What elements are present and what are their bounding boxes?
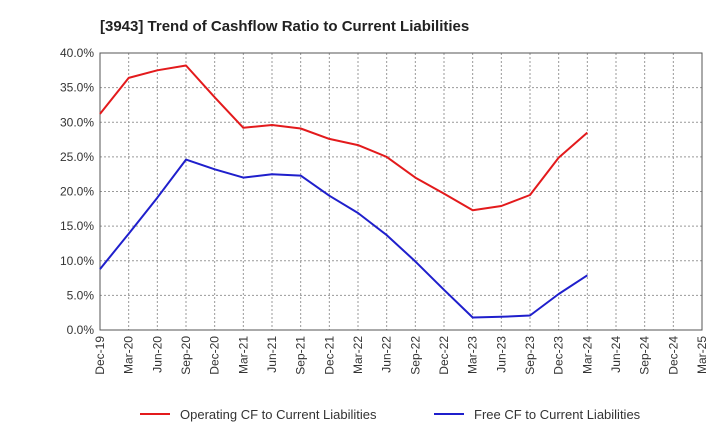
x-tick-label: Sep-22 bbox=[408, 336, 422, 375]
legend: Operating CF to Current Liabilities Free … bbox=[140, 407, 641, 422]
x-tick-label: Jun-22 bbox=[380, 336, 394, 373]
series-lines bbox=[99, 64, 588, 319]
x-tick-label: Sep-21 bbox=[294, 336, 308, 375]
series-line-1 bbox=[99, 64, 588, 212]
x-tick-label: Sep-20 bbox=[179, 336, 193, 375]
y-tick-label: 5.0% bbox=[67, 288, 95, 302]
legend-label-1: Operating CF to Current Liabilities bbox=[180, 407, 377, 422]
y-tick-label: 30.0% bbox=[60, 115, 94, 129]
x-tick-label: Mar-23 bbox=[466, 336, 480, 374]
x-tick-label: Sep-23 bbox=[523, 336, 537, 375]
x-tick-label: Mar-25 bbox=[695, 336, 709, 374]
x-tick-label: Dec-19 bbox=[93, 336, 107, 375]
grid bbox=[99, 52, 703, 331]
y-tick-label: 35.0% bbox=[60, 81, 94, 95]
x-tick-label: Jun-24 bbox=[609, 336, 623, 373]
x-tick-label: Dec-22 bbox=[437, 336, 451, 375]
x-tick-label: Mar-21 bbox=[236, 336, 250, 374]
series-line-2 bbox=[99, 158, 588, 319]
y-tick-label: 25.0% bbox=[60, 150, 94, 164]
x-tick-label: Mar-20 bbox=[122, 336, 136, 374]
y-tick-label: 10.0% bbox=[60, 254, 94, 268]
y-tick-label: 40.0% bbox=[60, 46, 94, 60]
x-tick-label: Dec-20 bbox=[208, 336, 222, 375]
plot-frame bbox=[99, 52, 703, 331]
y-tick-label: 20.0% bbox=[60, 185, 94, 199]
x-tick-label: Jun-20 bbox=[150, 336, 164, 373]
y-tick-label: 0.0% bbox=[67, 323, 95, 337]
x-tick-label: Jun-23 bbox=[494, 336, 508, 373]
x-tick-label: Jun-21 bbox=[265, 336, 279, 373]
y-tick-label: 15.0% bbox=[60, 219, 94, 233]
x-tick-label: Mar-22 bbox=[351, 336, 365, 374]
legend-label-2: Free CF to Current Liabilities bbox=[474, 407, 641, 422]
x-tick-label: Dec-23 bbox=[552, 336, 566, 375]
x-tick-label: Dec-21 bbox=[322, 336, 336, 375]
x-tick-label: Mar-24 bbox=[580, 336, 594, 374]
chart-title: [3943] Trend of Cashflow Ratio to Curren… bbox=[100, 18, 469, 35]
axes: 0.0% 5.0% 10.0% 15.0% 20.0% 25.0% 30.0% 35.0% 40… bbox=[60, 46, 709, 375]
x-tick-label: Dec-24 bbox=[666, 336, 680, 375]
x-tick-label: Sep-24 bbox=[638, 336, 652, 375]
